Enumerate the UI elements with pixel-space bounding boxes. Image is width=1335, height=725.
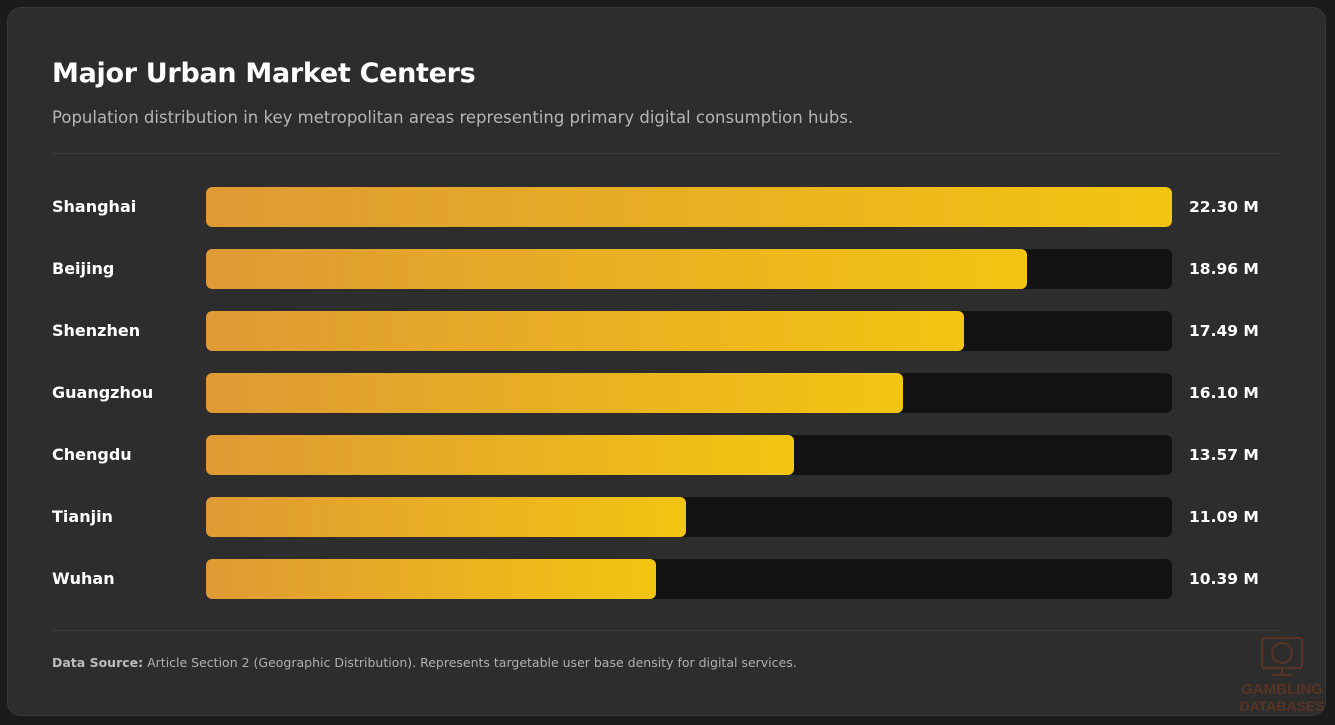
chart-title: Major Urban Market Centers xyxy=(52,58,476,89)
value-label: 11.09 M xyxy=(1189,508,1259,526)
bar-row: Beijing 18.96 M xyxy=(52,249,1292,289)
category-label: Tianjin xyxy=(52,507,113,526)
bar-track xyxy=(206,435,1172,475)
bar-track xyxy=(206,559,1172,599)
bar xyxy=(206,559,657,599)
bar-row: Tianjin 11.09 M xyxy=(52,497,1292,537)
category-label: Wuhan xyxy=(52,569,115,588)
value-label: 10.39 M xyxy=(1189,570,1259,588)
data-source-label: Data Source: xyxy=(52,655,144,670)
category-label: Shanghai xyxy=(52,197,137,216)
bar xyxy=(206,187,1172,227)
bar-row: Chengdu 13.57 M xyxy=(52,435,1292,475)
bar-track xyxy=(206,187,1172,227)
data-source-text: Article Section 2 (Geographic Distributi… xyxy=(147,655,797,670)
value-label: 22.30 M xyxy=(1189,198,1259,216)
chart-subtitle: Population distribution in key metropoli… xyxy=(52,108,854,127)
bar-track xyxy=(206,311,1172,351)
category-label: Chengdu xyxy=(52,445,132,464)
bar-row: Wuhan 10.39 M xyxy=(52,559,1292,599)
watermark-logo: GAMBLING DATABASES xyxy=(1239,637,1325,714)
bar-row: Shenzhen 17.49 M xyxy=(52,311,1292,351)
value-label: 18.96 M xyxy=(1189,260,1259,278)
bar-track xyxy=(206,249,1172,289)
chart-card: Major Urban Market Centers Population di… xyxy=(7,7,1326,716)
bar-track xyxy=(206,373,1172,413)
bar-row: Shanghai 22.30 M xyxy=(52,187,1292,227)
bar xyxy=(206,311,964,351)
bar-track xyxy=(206,497,1172,537)
bar xyxy=(206,249,1028,289)
svg-text:GAMBLING: GAMBLING xyxy=(1241,681,1323,698)
bar xyxy=(206,497,687,537)
svg-text:DATABASES: DATABASES xyxy=(1239,698,1324,714)
bar-row: Guangzhou 16.10 M xyxy=(52,373,1292,413)
divider xyxy=(52,153,1281,154)
category-label: Shenzhen xyxy=(52,321,141,340)
divider xyxy=(52,630,1281,631)
category-label: Guangzhou xyxy=(52,383,154,402)
category-label: Beijing xyxy=(52,259,115,278)
value-label: 16.10 M xyxy=(1189,384,1259,402)
value-label: 13.57 M xyxy=(1189,446,1259,464)
value-label: 17.49 M xyxy=(1189,322,1259,340)
bar xyxy=(206,373,904,413)
data-source-note: Data Source: Article Section 2 (Geograph… xyxy=(52,655,797,670)
bar xyxy=(206,435,794,475)
